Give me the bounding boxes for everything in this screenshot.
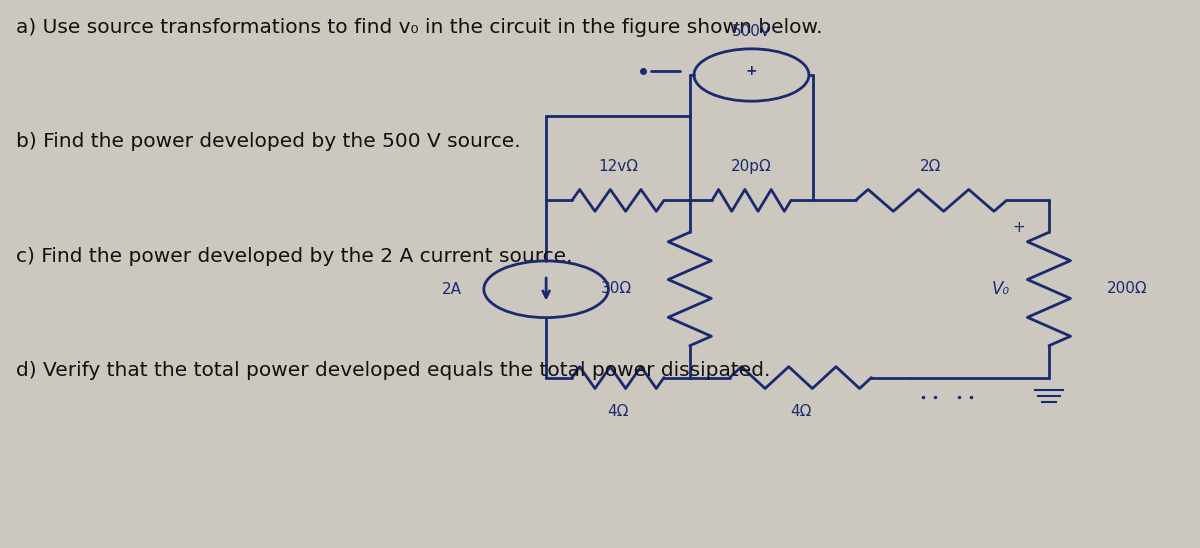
Text: c) Find the power developed by the 2 A current source.: c) Find the power developed by the 2 A c… <box>16 247 572 266</box>
Text: 200Ω: 200Ω <box>1106 282 1147 296</box>
Text: 2A: 2A <box>443 282 462 297</box>
Text: 30Ω: 30Ω <box>601 282 632 296</box>
Text: V₀: V₀ <box>992 280 1010 298</box>
Text: 500V: 500V <box>732 24 772 39</box>
Text: 4Ω: 4Ω <box>607 404 629 419</box>
Text: a) Use source transformations to find v₀ in the circuit in the figure shown belo: a) Use source transformations to find v₀… <box>16 18 822 37</box>
Text: 2Ω: 2Ω <box>920 159 942 174</box>
Text: 4Ω: 4Ω <box>790 404 811 419</box>
Text: 12vΩ: 12vΩ <box>598 159 638 174</box>
Text: 20pΩ: 20pΩ <box>731 159 772 174</box>
Text: d) Verify that the total power developed equals the total power dissipated.: d) Verify that the total power developed… <box>16 361 770 380</box>
Text: b) Find the power developed by the 500 V source.: b) Find the power developed by the 500 V… <box>16 132 521 151</box>
Text: +: + <box>745 64 757 78</box>
Text: +: + <box>1013 220 1026 235</box>
